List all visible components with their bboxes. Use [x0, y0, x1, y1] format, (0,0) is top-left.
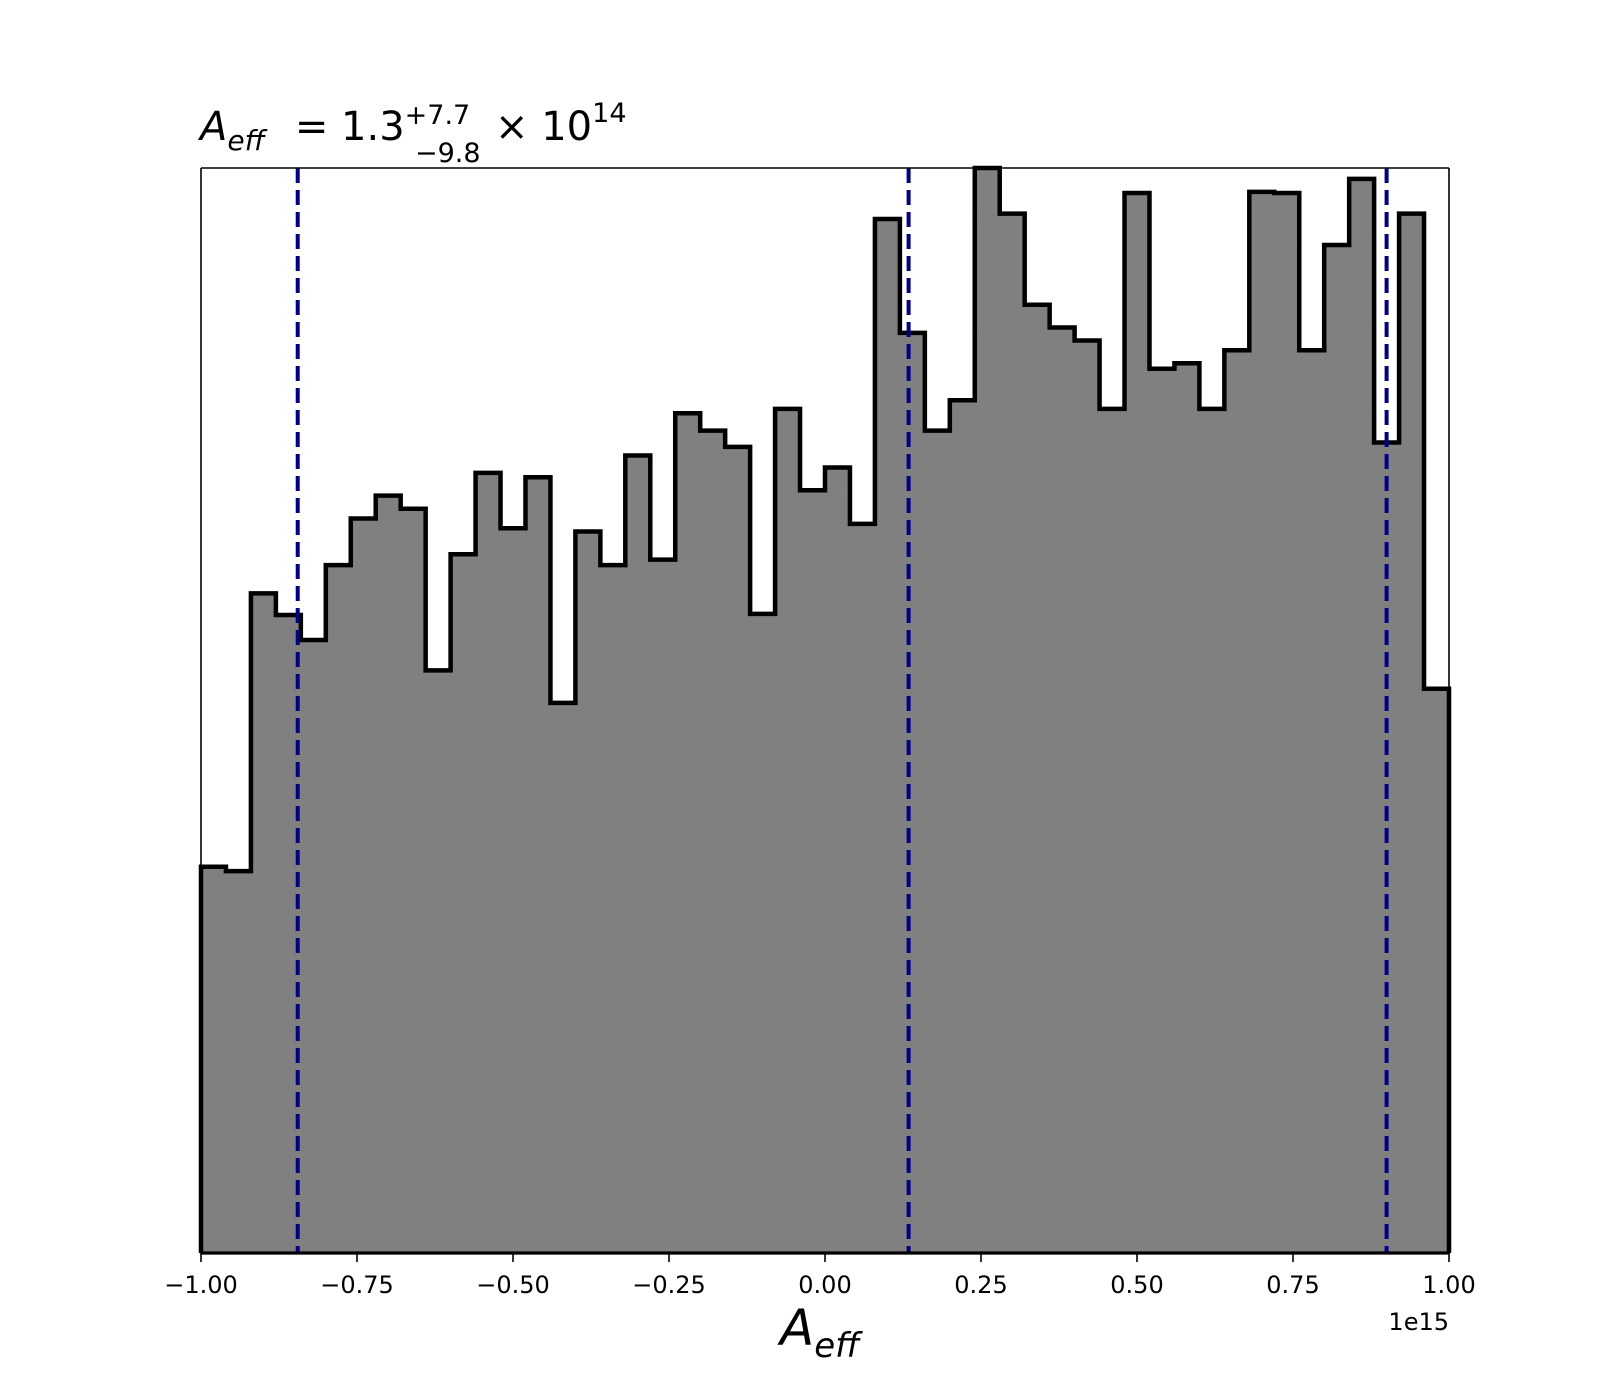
histogram-bar	[550, 702, 576, 1253]
histogram-bar	[1074, 340, 1101, 1253]
x-tick-label: −0.25	[632, 1271, 706, 1299]
histogram-bar	[500, 528, 527, 1253]
histogram-bar	[874, 218, 901, 1253]
xlabel-subscript: eff	[814, 1326, 863, 1366]
histogram-bar	[849, 523, 876, 1253]
title-equals: = 1.3	[295, 104, 405, 150]
histogram-bar	[1224, 350, 1250, 1253]
histogram-bar	[1199, 408, 1225, 1253]
histogram-bar	[924, 430, 951, 1253]
histogram-bar	[1124, 192, 1151, 1254]
histogram-bar	[949, 400, 976, 1253]
histogram-bar	[375, 495, 402, 1253]
title-symbol: A	[197, 104, 227, 150]
histogram-bar	[999, 213, 1026, 1253]
histogram-outline	[198, 165, 1452, 1253]
histogram-bar	[1024, 304, 1051, 1254]
x-tick-label: −1.00	[164, 1271, 238, 1299]
histogram-bar	[1174, 363, 1200, 1253]
histogram-bar	[725, 446, 751, 1254]
x-axis-label: Aeff	[777, 1299, 863, 1366]
histogram-bar	[1324, 245, 1350, 1253]
histogram-bar	[1349, 178, 1375, 1254]
histogram-bar	[1149, 368, 1176, 1254]
histogram-bar	[974, 168, 1001, 1253]
x-axis-ticks: −1.00 −0.75 −0.50 −0.25 0.00 0.25 0.50 0.75 1.00	[164, 1253, 1476, 1299]
histogram-bar	[400, 508, 427, 1253]
chart-title: Aeff = 1.3+7.7 −9.8 × 1014	[197, 98, 627, 169]
histogram-bar	[250, 593, 277, 1253]
histogram-bar	[300, 639, 327, 1253]
x-tick-label: 1.00	[1422, 1271, 1475, 1299]
histogram-bar	[600, 565, 626, 1253]
histogram-bar	[675, 413, 701, 1254]
histogram-bar	[775, 408, 801, 1253]
histogram-bar	[1424, 688, 1450, 1253]
x-tick-label: −0.75	[320, 1271, 394, 1299]
histogram-bar	[800, 490, 826, 1253]
histogram-bars	[201, 168, 1450, 1254]
histogram-bar	[700, 430, 726, 1253]
histogram-bar	[1299, 350, 1325, 1253]
histogram-bar	[1099, 408, 1126, 1253]
title-lower-error: −9.8	[415, 138, 481, 169]
quantile-lines	[295, 168, 1389, 1253]
histogram-bar	[825, 467, 851, 1254]
histogram-bar	[1399, 213, 1425, 1253]
histogram-bar	[1049, 327, 1076, 1253]
histogram-step-line	[198, 165, 1452, 1253]
histogram-bar	[575, 531, 601, 1253]
x-offset-label: 1e15	[1388, 1308, 1449, 1336]
histogram-bar	[350, 518, 377, 1253]
title-upper-error: +7.7	[405, 100, 471, 131]
x-tick-label: 0.75	[1266, 1271, 1319, 1299]
title-times-ten: × 10	[495, 104, 592, 150]
x-tick-label: 0.50	[1110, 1271, 1163, 1299]
histogram-bar	[650, 559, 676, 1253]
histogram-bar	[750, 613, 776, 1253]
histogram-bar	[899, 332, 926, 1253]
title-subscript: eff	[227, 124, 267, 157]
histogram-bar	[425, 670, 452, 1253]
x-tick-label: −0.50	[476, 1271, 550, 1299]
x-tick-label: 0.00	[798, 1271, 851, 1299]
xlabel-symbol: A	[777, 1299, 814, 1357]
x-tick-label: 0.25	[954, 1271, 1007, 1299]
histogram-bar	[1274, 192, 1300, 1254]
histogram-bar	[1249, 191, 1275, 1253]
histogram-bar	[525, 477, 552, 1254]
histogram-bar	[625, 455, 651, 1253]
histogram-bar	[475, 472, 502, 1253]
histogram-bar	[325, 565, 352, 1253]
histogram-bar	[225, 871, 252, 1253]
title-exponent: 14	[592, 98, 626, 129]
histogram-bar	[201, 866, 227, 1253]
histogram-bar	[450, 554, 477, 1253]
